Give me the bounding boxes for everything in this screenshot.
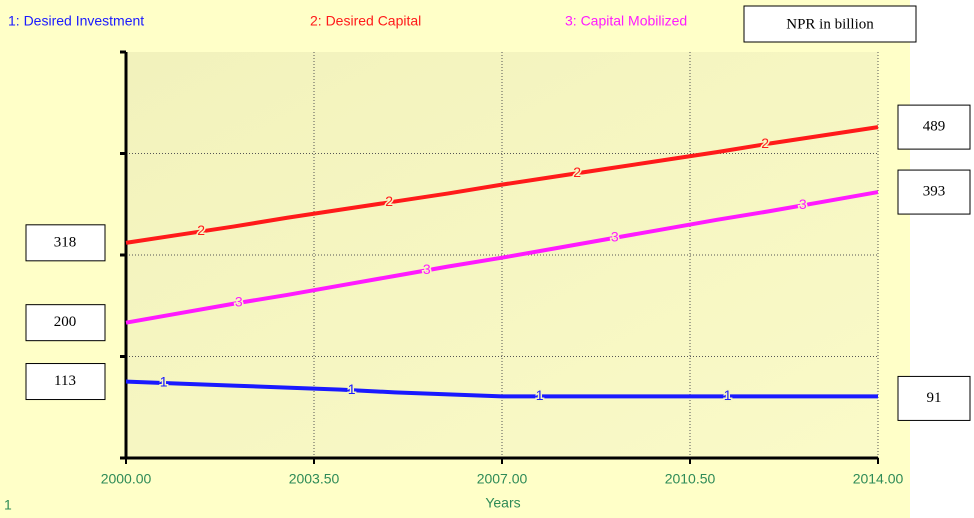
- series-marker: 2: [197, 222, 205, 238]
- series-marker: 3: [423, 261, 431, 277]
- series-marker: 1: [160, 374, 168, 390]
- value-box: [897, 104, 971, 150]
- value-box: [25, 363, 106, 401]
- value-box: [25, 304, 106, 342]
- value-label: 489: [923, 119, 946, 135]
- legend-entry: 1: Desired Investment: [8, 13, 144, 29]
- value-label: 318: [54, 234, 77, 250]
- series-marker: 2: [385, 193, 393, 209]
- value-label: 200: [54, 314, 77, 330]
- value-label: 91: [927, 390, 942, 406]
- value-box: [897, 169, 971, 215]
- series-marker: 2: [761, 135, 769, 151]
- value-box: [25, 224, 106, 262]
- series-line: [125, 190, 879, 325]
- series-line: [125, 125, 879, 245]
- x-tick-label: 2010.50: [665, 471, 716, 487]
- series-marker: 1: [348, 381, 356, 397]
- x-tick-label: 2007.00: [477, 471, 528, 487]
- value-label: 113: [54, 373, 76, 389]
- series-marker: 1: [536, 387, 544, 403]
- page-number: 1: [4, 497, 12, 513]
- unit-box: [743, 5, 917, 43]
- series-marker: 3: [235, 294, 243, 310]
- series-marker: 2: [573, 164, 581, 180]
- legend-entry: 2: Desired Capital: [310, 13, 421, 29]
- series-marker: 3: [611, 229, 619, 245]
- x-axis-label: Years: [485, 495, 520, 511]
- series-line: [125, 379, 878, 399]
- series-marker: 3: [799, 196, 807, 212]
- plot-area: [126, 52, 878, 458]
- value-label: 393: [923, 184, 946, 200]
- unit-label: NPR in billion: [786, 16, 874, 32]
- legend-entry: 3: Capital Mobilized: [565, 13, 687, 29]
- series-marker: 1: [724, 387, 732, 403]
- x-tick-label: 2000.00: [101, 471, 152, 487]
- x-tick-label: 2003.50: [289, 471, 340, 487]
- value-box: [897, 375, 971, 421]
- x-tick-label: 2014.00: [853, 471, 904, 487]
